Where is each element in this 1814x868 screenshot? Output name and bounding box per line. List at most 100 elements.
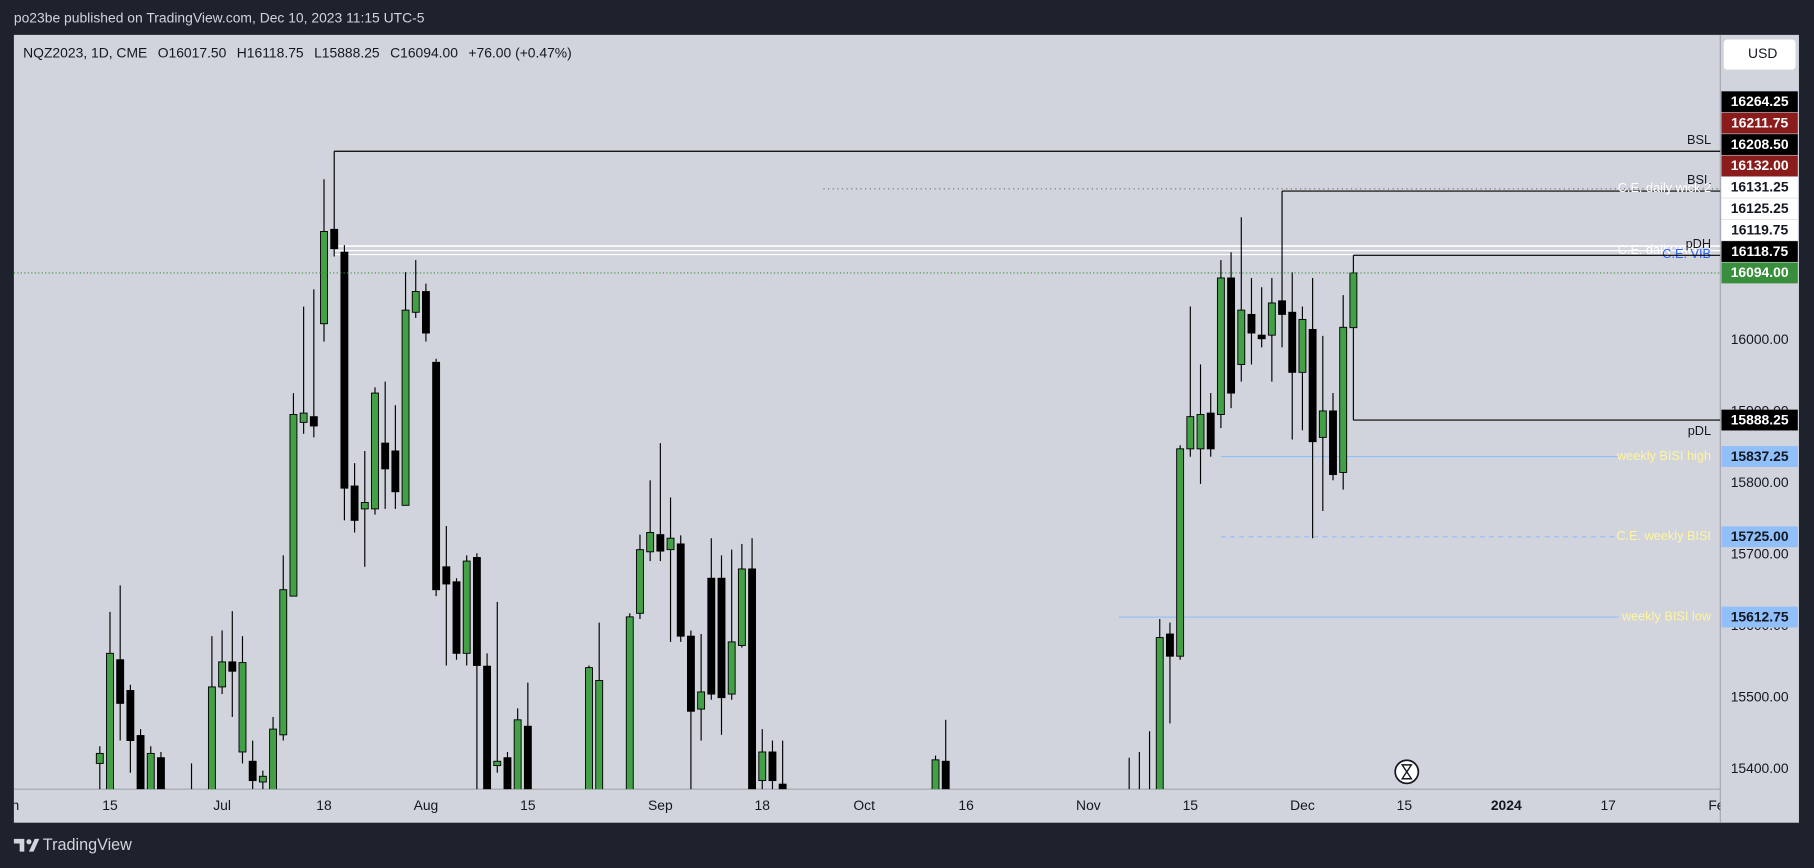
annotation-label: pDH xyxy=(1686,236,1711,251)
price-label-box xyxy=(1721,91,1798,113)
candle-body xyxy=(381,442,390,470)
candle-body xyxy=(1237,309,1246,365)
candle-body xyxy=(401,309,410,506)
candle-body xyxy=(126,690,135,742)
candle-body xyxy=(513,719,522,790)
candle-body xyxy=(1196,414,1205,450)
price-axis: 15400.0015500.0015600.0015700.0015800.00… xyxy=(1721,91,1798,776)
candle-body xyxy=(1176,448,1185,657)
x-tick-label: 16 xyxy=(958,797,974,813)
ohlc-value: L15888.25 xyxy=(314,44,380,60)
ohlc-value: O16017.50 xyxy=(158,44,227,60)
candle-body xyxy=(218,661,227,688)
y-tick-label: 15400.00 xyxy=(1731,760,1789,776)
candle-body xyxy=(462,560,471,654)
candle-body xyxy=(1339,326,1348,473)
candle-body xyxy=(656,534,665,552)
candle-body xyxy=(472,557,481,666)
candle-body xyxy=(1349,272,1358,329)
symbol-legend: NQZ2023, 1D, CME O16017.50 H16118.75 L15888… xyxy=(23,44,572,60)
ohlc-value: H16118.75 xyxy=(237,44,304,60)
candle-body xyxy=(289,414,298,597)
x-tick-label: 15 xyxy=(102,797,118,813)
candle-body xyxy=(340,251,349,489)
annotation-label: BSL xyxy=(1687,132,1711,147)
price-label: 15837.25 xyxy=(1731,448,1789,464)
publisher-line: po23be published on TradingView.com, Dec… xyxy=(14,9,425,25)
candle-body xyxy=(676,543,685,637)
price-label: 16211.75 xyxy=(1731,114,1788,130)
candle-body xyxy=(636,549,644,614)
price-label: 16119.75 xyxy=(1731,221,1788,237)
candle-body xyxy=(778,783,787,790)
candle-body xyxy=(1227,277,1236,394)
candle-body xyxy=(360,501,369,510)
candle-body xyxy=(503,757,512,790)
candle-body xyxy=(269,728,277,790)
replay-icon[interactable] xyxy=(1394,759,1420,785)
time-axis: Jun 15 Jul 18 Aug 15 Sep 18 Oct 16 Nov 15 Dec 15 2024 1… xyxy=(14,797,1720,813)
symbol: NQZ2023, 1D, CME xyxy=(23,44,147,60)
annotation-label: C.E. VIB xyxy=(1662,246,1711,261)
candle-body xyxy=(95,752,104,764)
candle-body xyxy=(1278,300,1286,315)
y-tick-label: 16000.00 xyxy=(1731,331,1789,347)
currency-button[interactable] xyxy=(1723,39,1796,70)
price-label-box xyxy=(1721,606,1798,628)
candle-body xyxy=(523,725,532,790)
price-label-box xyxy=(1721,409,1798,431)
candle-body xyxy=(686,635,695,712)
candle-body xyxy=(758,751,767,782)
price-label: 15612.75 xyxy=(1731,608,1789,624)
x-tick-label: Nov xyxy=(1076,797,1101,813)
candle-body xyxy=(106,652,114,790)
candle-body xyxy=(309,416,318,427)
price-label-box xyxy=(1721,112,1798,134)
x-tick-label: Sep xyxy=(648,797,673,813)
candle-body xyxy=(1318,410,1327,438)
y-tick-label: 15700.00 xyxy=(1731,545,1789,561)
price-change: +76.00 (+0.47%) xyxy=(468,44,571,60)
candle-body xyxy=(1186,416,1195,450)
candle-body xyxy=(625,616,634,790)
x-tick-label: Dec xyxy=(1290,797,1315,813)
annotation-label: weekly BISI high xyxy=(1616,448,1711,463)
candle-body xyxy=(452,581,461,654)
candle-body xyxy=(248,760,257,782)
candle-body xyxy=(207,686,216,790)
price-label-box xyxy=(1721,198,1798,220)
candle-body xyxy=(717,577,726,699)
x-tick-label: Jul xyxy=(213,797,231,813)
candle-body xyxy=(1267,302,1276,336)
candle-body xyxy=(238,662,247,753)
candle-body xyxy=(1298,318,1307,373)
candle-body xyxy=(422,291,430,334)
x-tick-label: 18 xyxy=(755,797,771,813)
x-tick-label: 15 xyxy=(520,797,536,813)
price-label-box xyxy=(1721,526,1798,548)
brand-name: TradingView xyxy=(43,836,132,854)
candle-body xyxy=(666,537,675,551)
candle-body xyxy=(1329,410,1337,476)
price-label: 16094.00 xyxy=(1731,264,1789,280)
price-label-box xyxy=(1721,176,1798,198)
annotation-label: C.E. daily wick 2 xyxy=(1618,242,1711,257)
candle-body xyxy=(748,568,757,790)
candle-body xyxy=(116,659,125,704)
candle-body xyxy=(391,450,400,493)
candle-body xyxy=(258,775,267,783)
price-label-box xyxy=(1721,134,1798,155)
x-tick-label: 17 xyxy=(1600,797,1616,813)
candle-body xyxy=(350,485,359,521)
candle-body xyxy=(493,760,502,767)
price-label: 16125.25 xyxy=(1731,200,1789,216)
candle-body xyxy=(1206,412,1215,450)
price-label: 16118.75 xyxy=(1731,243,1788,259)
currency-label[interactable]: USD xyxy=(1748,45,1777,61)
annotation-label: pDL xyxy=(1688,423,1711,438)
price-label: 16208.50 xyxy=(1731,136,1789,152)
candle-body xyxy=(157,757,165,790)
candle-body xyxy=(483,665,492,790)
